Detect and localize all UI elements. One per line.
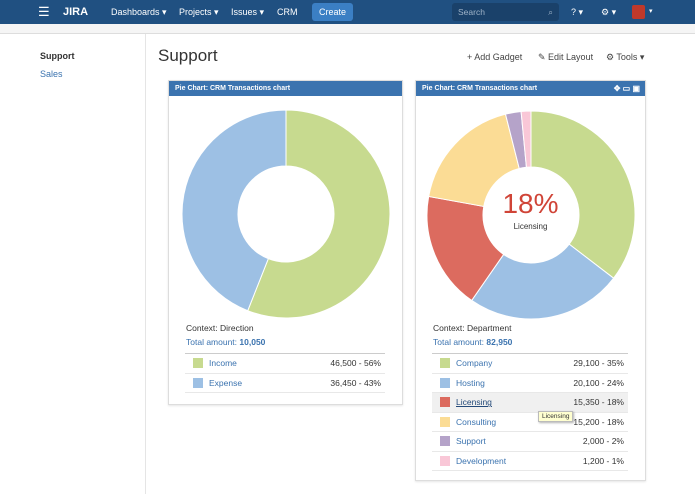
color-swatch [440, 455, 450, 466]
legend-label[interactable]: Income [209, 353, 276, 374]
pie-slice-company[interactable] [530, 110, 636, 279]
legend-value: 20,100 - 24% [538, 373, 628, 393]
context-label: Context: Department [433, 323, 512, 333]
pie-chart-department[interactable] [416, 96, 645, 326]
tools-menu[interactable]: ⚙ Tools ▾ [606, 52, 645, 62]
create-button[interactable]: Create [312, 3, 354, 21]
legend-table: Company 29,100 - 35% Hosting 20,100 - 24% … [432, 353, 628, 471]
legend-row[interactable]: Company 29,100 - 35% [432, 353, 628, 374]
nav-issues[interactable]: Issues ▾ [231, 7, 265, 17]
search-input[interactable]: Search ⌕ [452, 3, 559, 21]
legend-value: 2,000 - 2% [538, 431, 628, 452]
sidebar: Support Sales [0, 34, 146, 494]
help-menu[interactable]: ? ▾ [571, 7, 584, 17]
center-value: 18% [502, 188, 559, 219]
color-swatch [440, 416, 450, 427]
legend-value: 46,500 - 56% [275, 353, 385, 374]
legend-label[interactable]: Licensing [456, 392, 539, 413]
gadget-department: Pie Chart: CRM Transactions chart ✥ ▭ ▣ 1… [415, 80, 646, 481]
settings-menu[interactable]: ⚙ ▾ [601, 7, 617, 17]
avatar[interactable] [632, 5, 645, 19]
color-swatch [440, 436, 450, 447]
pie-chart-direction[interactable] [169, 96, 402, 326]
center-label: Licensing [513, 222, 548, 231]
legend-row[interactable]: Development 1,200 - 1% [432, 451, 628, 471]
top-nav: ☰ JIRA Dashboards ▾ Projects ▾ Issues ▾ … [0, 0, 695, 24]
legend-row[interactable]: Expense 36,450 - 43% [185, 373, 385, 393]
avatar-chevron-icon[interactable]: ▾ [649, 8, 653, 15]
legend-label[interactable]: Consulting [456, 412, 539, 432]
sidebar-item-sales[interactable]: Sales [40, 69, 63, 79]
nav-projects[interactable]: Projects ▾ [179, 7, 219, 17]
total-label: Total amount: [433, 337, 485, 347]
legend-value: 36,450 - 43% [275, 373, 385, 393]
color-swatch [193, 358, 203, 369]
color-swatch [193, 377, 203, 388]
sidebar-item-support[interactable]: Support [40, 51, 75, 61]
nav-crm[interactable]: CRM [277, 7, 298, 17]
legend-value: 1,200 - 1% [538, 451, 628, 471]
legend-label[interactable]: Hosting [456, 373, 539, 393]
legend-label[interactable]: Company [456, 353, 539, 374]
total-amount: Total amount: 82,950 [433, 337, 512, 347]
pie-slice-income[interactable] [247, 109, 391, 319]
header-strip [0, 24, 695, 34]
legend-row[interactable]: Support 2,000 - 2% [432, 431, 628, 452]
legend-row[interactable]: Licensing 15,350 - 18% [432, 392, 628, 413]
edit-layout-button[interactable]: ✎ Edit Layout [538, 52, 594, 62]
gadget-title[interactable]: Pie Chart: CRM Transactions chart ✥ ▭ ▣ [416, 81, 645, 96]
total-value: 10,050 [239, 337, 266, 347]
legend-label[interactable]: Development [456, 451, 539, 471]
legend-row[interactable]: Hosting 20,100 - 24% [432, 373, 628, 393]
total-amount: Total amount: 10,050 [186, 337, 265, 347]
context-label: Context: Direction [186, 323, 254, 333]
menu-icon[interactable]: ☰ [38, 4, 50, 19]
pie-slice-development[interactable] [520, 110, 532, 168]
legend-value: 29,100 - 35% [538, 353, 628, 374]
page-title: Support [158, 46, 218, 65]
jira-logo[interactable]: JIRA [63, 6, 89, 18]
gadget-direction: Pie Chart: CRM Transactions chart Contex… [168, 80, 403, 405]
legend-label[interactable]: Support [456, 431, 539, 452]
search-icon: ⌕ [548, 7, 553, 17]
total-value: 82,950 [486, 337, 513, 347]
color-swatch [440, 377, 450, 388]
gadget-title[interactable]: Pie Chart: CRM Transactions chart [169, 81, 402, 96]
gadget-controls-icon[interactable]: ✥ ▭ ▣ [613, 84, 640, 93]
pie-slice-hosting[interactable] [471, 243, 615, 320]
legend-value: 15,350 - 18% [538, 392, 628, 413]
legend-row[interactable]: Consulting 15,200 - 18% [432, 412, 628, 432]
legend-label[interactable]: Expense [209, 373, 276, 393]
color-swatch [440, 358, 450, 369]
color-swatch [440, 397, 450, 408]
total-label: Total amount: [186, 337, 238, 347]
legend-table: Income 46,500 - 56% Expense 36,450 - 43% [185, 353, 385, 393]
nav-dashboards[interactable]: Dashboards ▾ [111, 7, 167, 17]
pie-slice-expense[interactable] [181, 109, 287, 312]
legend-row[interactable]: Income 46,500 - 56% [185, 353, 385, 374]
search-placeholder: Search [458, 7, 485, 17]
tooltip: Licensing [538, 411, 574, 422]
gadget-title-text: Pie Chart: CRM Transactions chart [422, 85, 538, 92]
add-gadget-button[interactable]: + Add Gadget [467, 52, 523, 62]
